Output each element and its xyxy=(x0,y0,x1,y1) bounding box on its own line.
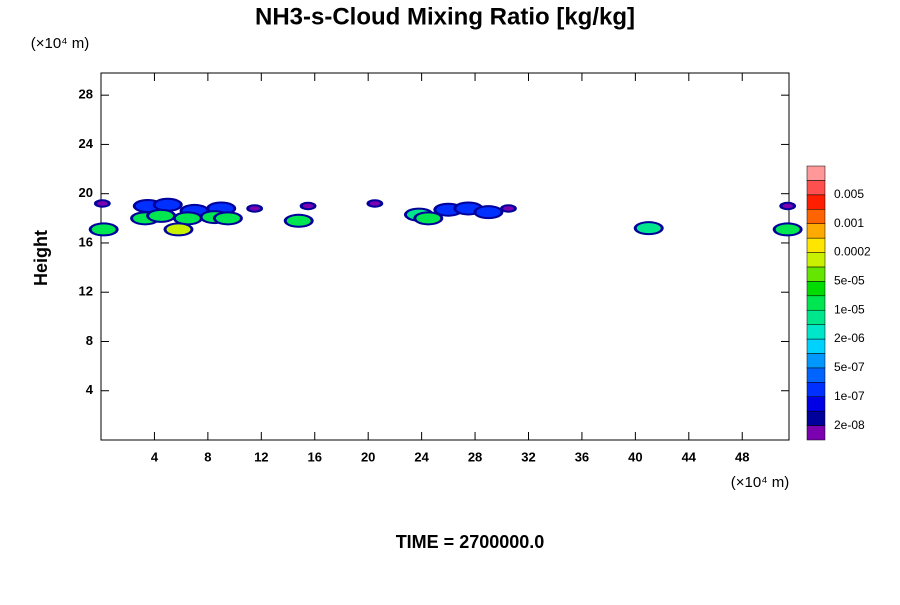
colorbar-label: 1e-07 xyxy=(834,389,865,403)
cloud-cell xyxy=(286,215,311,226)
x-tick-label: 4 xyxy=(151,449,159,464)
colorbar-label: 5e-05 xyxy=(834,274,865,288)
colorbar-label: 5e-07 xyxy=(834,360,865,374)
x-tick-label: 32 xyxy=(521,449,535,464)
cloud-cell xyxy=(775,224,800,235)
colorbar-box xyxy=(806,209,826,224)
colorbar-label: 1e-05 xyxy=(834,302,865,316)
cloud-cell xyxy=(416,213,441,224)
plot-frame xyxy=(100,72,790,441)
colorbar-box xyxy=(806,252,826,268)
cloud-cell xyxy=(503,206,514,211)
cloud-cell xyxy=(636,223,661,234)
y-tick-label: 8 xyxy=(86,333,93,348)
y-tick-label: 16 xyxy=(79,234,93,249)
x-tick-label: 8 xyxy=(204,449,211,464)
colorbar-box xyxy=(806,367,826,383)
colorbar-box xyxy=(806,266,826,282)
cloud-cell xyxy=(91,224,116,235)
colorbar-box xyxy=(806,410,826,426)
cloud-cell xyxy=(249,206,261,211)
x-tick-label: 40 xyxy=(628,449,642,464)
y-tick-label: 20 xyxy=(79,185,93,200)
colorbar-box xyxy=(806,180,826,196)
colorbar-box xyxy=(806,223,826,239)
cloud-cell xyxy=(782,203,794,209)
cloud-cell xyxy=(175,213,200,224)
x-tick-label: 48 xyxy=(735,449,749,464)
colorbar-box xyxy=(806,382,826,397)
colorbar-box xyxy=(806,309,826,325)
cloud-cell xyxy=(155,199,180,210)
x-tick-label: 12 xyxy=(254,449,268,464)
x-tick-label: 36 xyxy=(575,449,589,464)
y-tick-label: 24 xyxy=(79,136,94,151)
y-axis-label: Height xyxy=(31,230,51,286)
chart-title: NH3-s-Cloud Mixing Ratio [kg/kg] xyxy=(255,3,635,30)
cloud-cell xyxy=(149,210,174,221)
x-tick-label: 44 xyxy=(682,449,697,464)
colorbar-box xyxy=(806,194,826,210)
cloud-cell xyxy=(476,207,501,218)
x-tick-label: 16 xyxy=(308,449,322,464)
y-tick-label: 12 xyxy=(79,284,93,299)
colorbar-box xyxy=(806,281,826,297)
colorbar-box xyxy=(806,295,826,311)
colorbar-box xyxy=(806,353,826,369)
colorbar-label: 0.0002 xyxy=(834,245,871,259)
colorbar-label: 2e-06 xyxy=(834,331,865,345)
colorbar-box xyxy=(806,324,826,340)
footer: TIME = 2700000.0 xyxy=(396,532,545,552)
x-tick-label: 24 xyxy=(414,449,429,464)
x-unit-label: (×10⁴ m) xyxy=(731,474,790,491)
y-tick-label: 28 xyxy=(79,87,93,102)
x-tick-label: 20 xyxy=(361,449,375,464)
colorbar-box xyxy=(806,425,826,441)
y-unit-label: (×10⁴ m) xyxy=(31,35,90,52)
colorbar-label: 2e-08 xyxy=(834,418,865,432)
cloud-cell xyxy=(166,224,191,235)
y-tick-label: 4 xyxy=(86,382,94,397)
colorbar-box xyxy=(806,396,826,412)
x-tick-label: 28 xyxy=(468,449,482,464)
colorbar-label: 0.005 xyxy=(834,187,864,201)
cloud-cell xyxy=(96,201,108,206)
cloud-cell xyxy=(302,203,314,209)
colorbar-label: 0.001 xyxy=(834,216,864,230)
colorbar-box xyxy=(806,237,826,253)
colorbar-box xyxy=(806,165,826,181)
cloud-cell xyxy=(215,213,240,224)
colorbar-box xyxy=(806,338,826,354)
cloud-cell xyxy=(369,201,381,206)
